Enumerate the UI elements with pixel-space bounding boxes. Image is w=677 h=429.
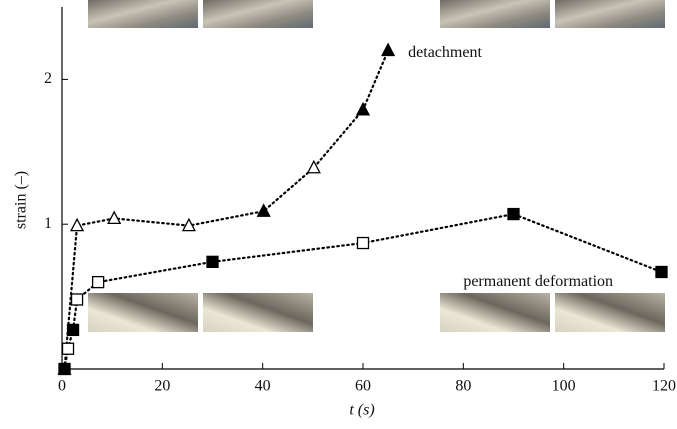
x-axis-label: t (s) bbox=[349, 402, 374, 419]
triangle-marker bbox=[107, 210, 122, 225]
photo bbox=[203, 0, 313, 28]
square-marker bbox=[356, 236, 370, 250]
triangle-marker bbox=[355, 101, 371, 116]
series-line bbox=[63, 49, 390, 371]
photo bbox=[88, 293, 198, 332]
square-marker bbox=[58, 362, 71, 376]
annotation: detachment bbox=[408, 44, 482, 61]
x-tick-label: 40 bbox=[255, 378, 271, 395]
photo bbox=[88, 0, 198, 28]
triangle-marker bbox=[256, 203, 271, 217]
square-marker bbox=[655, 265, 668, 279]
x-tick-label: 20 bbox=[154, 378, 170, 395]
photo bbox=[440, 0, 550, 28]
photos bbox=[88, 0, 665, 332]
photo bbox=[555, 0, 665, 28]
triangle-marker bbox=[69, 217, 85, 232]
x-tick-label: 80 bbox=[455, 378, 471, 395]
triangle-marker bbox=[381, 42, 396, 57]
photo bbox=[440, 293, 550, 332]
square-marker bbox=[66, 323, 80, 337]
square-marker bbox=[70, 293, 84, 306]
square-marker bbox=[206, 255, 219, 268]
x-tick-label: 120 bbox=[652, 378, 676, 395]
square-marker bbox=[91, 275, 105, 289]
photo bbox=[555, 293, 665, 332]
square-marker bbox=[61, 342, 75, 355]
square-marker bbox=[507, 207, 520, 221]
y-tick-label: 1 bbox=[44, 215, 52, 232]
series-line bbox=[63, 212, 663, 371]
photo bbox=[203, 293, 313, 332]
y-axis-label: strain (–) bbox=[13, 171, 30, 229]
x-tick-label: 100 bbox=[552, 378, 576, 395]
y-tick-label: 2 bbox=[44, 70, 52, 87]
x-tick-label: 0 bbox=[58, 378, 66, 395]
triangle-marker bbox=[181, 217, 196, 232]
x-tick-label: 60 bbox=[355, 378, 371, 395]
triangle-marker bbox=[306, 159, 321, 174]
annotation: permanent deformation bbox=[463, 273, 613, 290]
